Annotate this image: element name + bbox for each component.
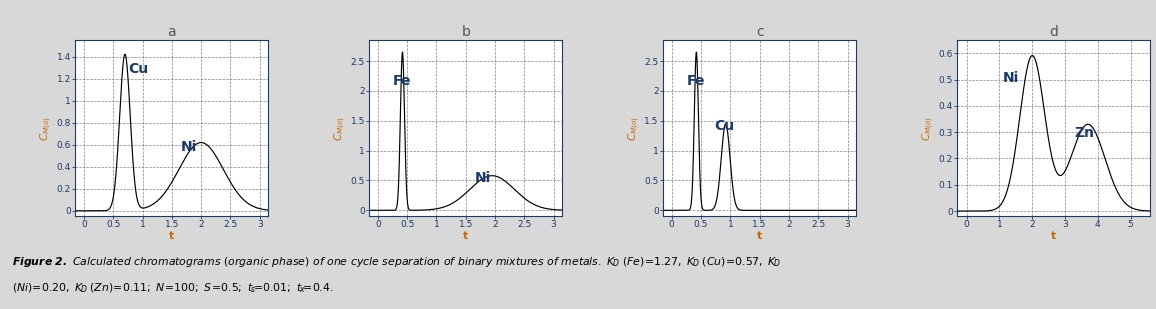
Text: Zn: Zn (1075, 126, 1095, 140)
Text: Fe: Fe (393, 74, 412, 88)
Y-axis label: $C_{M(o)}$: $C_{M(o)}$ (920, 116, 935, 141)
Text: Cu: Cu (128, 62, 148, 77)
Text: Fe: Fe (687, 74, 705, 88)
Title: b: b (461, 25, 470, 39)
Text: $\it{(Ni)\!=\!0.20,\ K}_{\!\it{D}}\ \it{(Zn)\!=\!0.11;\ N\!=\!100;\ S\!=\!0.5;\ : $\it{(Ni)\!=\!0.20,\ K}_{\!\it{D}}\ \it{… (12, 281, 333, 295)
X-axis label: t: t (757, 231, 762, 241)
Y-axis label: $C_{M(o)}$: $C_{M(o)}$ (38, 116, 54, 141)
Title: c: c (756, 25, 763, 39)
Text: Ni: Ni (474, 171, 491, 185)
Title: a: a (168, 25, 176, 39)
Y-axis label: $C_{M(o)}$: $C_{M(o)}$ (627, 116, 642, 141)
X-axis label: t: t (169, 231, 175, 241)
X-axis label: t: t (464, 231, 468, 241)
Text: Ni: Ni (1002, 71, 1018, 85)
X-axis label: t: t (1051, 231, 1057, 241)
Text: Ni: Ni (180, 140, 197, 154)
Text: $\bfit{Figure\ 2.}$ $\it{Calculated\ chromatograms\ (organic\ phase)\ of\ one\ c: $\bfit{Figure\ 2.}$ $\it{Calculated\ chr… (12, 255, 780, 269)
Title: d: d (1050, 25, 1058, 39)
Y-axis label: $C_{M(o)}$: $C_{M(o)}$ (332, 116, 348, 141)
Text: Cu: Cu (714, 119, 734, 133)
